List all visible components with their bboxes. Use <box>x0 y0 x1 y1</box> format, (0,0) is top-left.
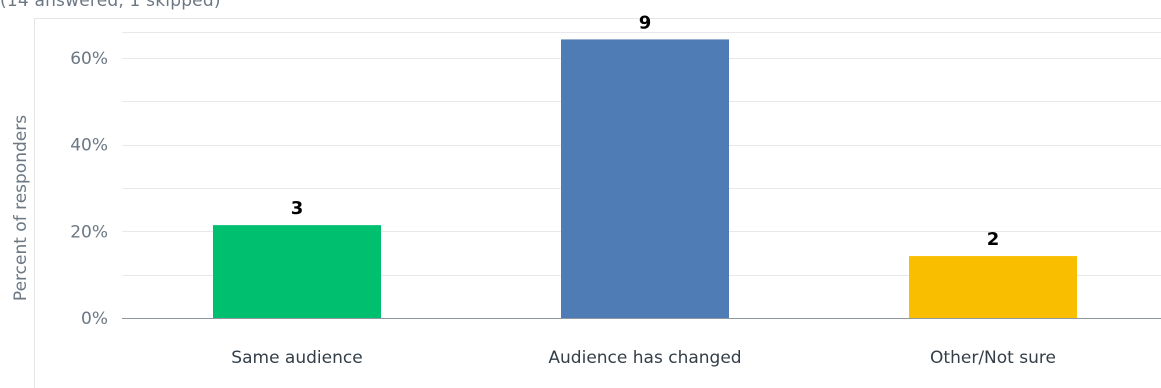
data-label: 9 <box>639 12 652 33</box>
x-category-label: Other/Not sure <box>930 348 1056 368</box>
y-tick-label: 0% <box>81 309 108 329</box>
bars <box>213 39 1077 318</box>
x-category-label: Same audience <box>231 348 362 368</box>
y-tick-label: 20% <box>70 222 108 242</box>
response-count-note: (14 answered, 1 skipped) <box>0 0 221 11</box>
y-axis-ticks: 0% 20% 40% 60% <box>70 49 108 329</box>
y-tick-label: 40% <box>70 136 108 156</box>
data-labels: 3 9 2 <box>291 12 1000 250</box>
data-label: 2 <box>987 229 1000 250</box>
bar-same-audience <box>213 225 381 318</box>
y-tick-label: 60% <box>70 49 108 69</box>
x-axis-categories: Same audience Audience has changed Other/N… <box>231 348 1056 368</box>
chart-panel <box>34 18 1161 388</box>
bar-audience-has-changed <box>561 39 729 318</box>
bar-other-not-sure <box>909 256 1077 318</box>
x-category-label: Audience has changed <box>548 348 741 368</box>
data-label: 3 <box>291 198 304 219</box>
